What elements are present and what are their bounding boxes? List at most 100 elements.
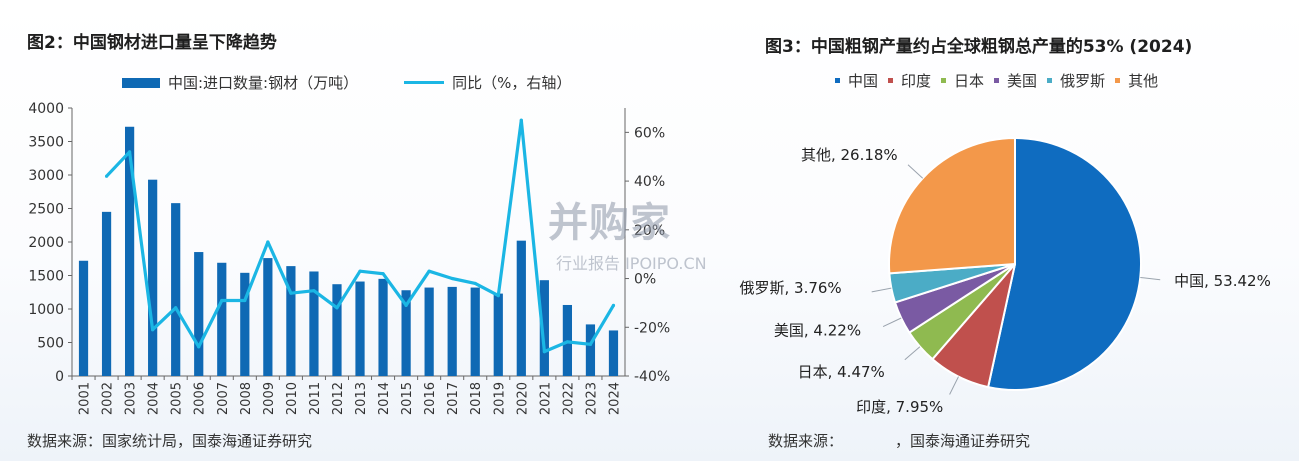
- bar: [309, 271, 319, 376]
- pie-legend-swatch: [1115, 78, 1121, 83]
- yoy-line-point: [588, 342, 593, 346]
- x-tick-label: 2009: [262, 382, 277, 415]
- bar: [240, 272, 250, 376]
- pie-legend-label: 其他: [1128, 72, 1159, 90]
- watermark-sub: 行业报告 IPOIPO.CN: [556, 254, 707, 273]
- left-chart-title: 图2：中国钢材进口量呈下降趋势: [27, 33, 277, 53]
- x-tick-label: 2023: [584, 382, 599, 415]
- x-tick-label: 2016: [423, 382, 438, 415]
- yoy-line-point: [243, 298, 247, 303]
- left-legend: 中国:进口数量:钢材（万吨） 同比（%，右轴）: [122, 72, 571, 93]
- bar: [286, 266, 296, 376]
- yoy-line-point: [151, 328, 155, 332]
- bar: [78, 260, 89, 376]
- pie-data-label: 日本, 4.47%: [798, 363, 885, 381]
- pie-leader-line: [904, 346, 921, 361]
- x-tick-label: 2001: [78, 382, 93, 415]
- bar: [493, 293, 503, 376]
- pie-data-label: 印度, 7.95%: [856, 398, 943, 416]
- y2-tick-label: -40%: [634, 369, 670, 385]
- bar: [447, 286, 457, 376]
- bar-legend-swatch: [122, 77, 160, 88]
- y2-tick-label: 0%: [634, 272, 656, 288]
- pie-leader-line: [1140, 277, 1161, 281]
- y-tick-label: 2000: [28, 235, 64, 251]
- bar: [355, 281, 365, 376]
- yoy-line-point: [220, 298, 224, 303]
- x-tick-label: 2019: [492, 382, 507, 415]
- yoy-line-point: [335, 306, 339, 310]
- line-legend-swatch: [404, 81, 445, 84]
- x-tick-label: 2011: [308, 382, 323, 415]
- pie-legend-item: 中国: [835, 70, 878, 91]
- y-tick-label: 3500: [28, 135, 64, 151]
- yoy-line-point: [266, 240, 270, 244]
- line-legend-label: 同比（%，右轴）: [452, 74, 572, 92]
- bar: [171, 203, 181, 376]
- x-tick-label: 2003: [124, 382, 139, 415]
- x-tick-label: 2013: [354, 382, 369, 415]
- x-tick-label: 2002: [101, 382, 116, 415]
- pie-data-label: 美国, 4.22%: [774, 322, 861, 340]
- x-tick-label: 2024: [607, 382, 622, 415]
- right-source-suffix: ，国泰海通证券研究: [895, 432, 1031, 450]
- yoy-line-point: [312, 289, 316, 293]
- bar: [585, 324, 596, 376]
- right-source-note: 数据来源： ，国泰海通证券研究: [768, 430, 1030, 451]
- bar: [194, 252, 204, 376]
- bar: [378, 278, 388, 376]
- pie-slice: [888, 136, 1016, 275]
- x-tick-label: 2010: [285, 382, 300, 415]
- left-combo-chart: 0 500 1000 1500 2000 2500 3000 3500 4000 -40% -20%…: [28, 101, 670, 415]
- yoy-line-point: [104, 174, 109, 178]
- bar: [424, 287, 434, 376]
- bar: [470, 287, 480, 376]
- y-tick-label: 0: [55, 369, 64, 385]
- right-chart-title: 图3：中国粗钢产量约占全球粗钢总产量的53% (2024): [765, 37, 1193, 57]
- x-tick-label: 2006: [193, 382, 208, 415]
- pie-legend-label: 中国: [848, 72, 879, 90]
- x-tick-label: 2021: [538, 382, 553, 415]
- bar: [101, 211, 112, 376]
- bar: [217, 262, 227, 376]
- bar: [332, 284, 342, 376]
- bar: [539, 280, 549, 376]
- x-tick-label: 2014: [377, 382, 392, 415]
- yoy-line-point: [289, 291, 293, 295]
- pie-legend-swatch: [888, 78, 894, 83]
- y-tick-label: 1000: [28, 302, 64, 318]
- y-tick-label: 1500: [28, 269, 64, 285]
- yoy-line-point: [565, 340, 569, 344]
- y2-tick-label: 60%: [634, 125, 665, 141]
- pie-data-labels: 中国, 53.42% 印度, 7.95% 日本, 4.47% 美国, 4.22% 俄罗斯…: [739, 146, 1270, 416]
- pie-leader-line: [882, 317, 902, 328]
- pie-legend-item: 日本: [941, 70, 984, 91]
- y-tick-label: 3000: [28, 168, 64, 184]
- watermark-main: 并购家: [548, 200, 671, 246]
- y-tick-label: 2500: [28, 202, 64, 218]
- bar: [124, 126, 135, 376]
- yoy-line-point: [358, 269, 362, 273]
- right-source-prefix: 数据来源：: [768, 432, 844, 450]
- bar: [401, 290, 411, 376]
- pie-legend-item: 印度: [888, 70, 931, 91]
- x-tick-label: 2017: [446, 382, 461, 415]
- x-tick-label: 2007: [216, 382, 231, 415]
- yoy-line-point: [519, 118, 523, 122]
- x-tick-label: 2012: [331, 382, 346, 415]
- y-tick-label: 500: [37, 336, 64, 352]
- bar: [148, 179, 158, 376]
- yoy-line-point: [427, 269, 431, 273]
- y2-tick-label: -20%: [634, 320, 670, 336]
- left-source-note: 数据来源：国家统计局，国泰海通证券研究: [27, 432, 313, 450]
- pie-leader-line: [949, 376, 959, 395]
- yoy-line-point: [128, 150, 132, 154]
- pie-legend: 中国 印度 日本 美国 俄罗斯 其他: [835, 70, 1158, 91]
- x-tick-label: 2008: [239, 382, 254, 415]
- yoy-line-point: [542, 350, 546, 354]
- yoy-line-point: [611, 303, 616, 307]
- pie-legend-label: 俄罗斯: [1060, 72, 1106, 90]
- bar: [608, 330, 619, 376]
- yoy-line-point: [450, 276, 454, 281]
- x-tick-label: 2018: [469, 382, 484, 415]
